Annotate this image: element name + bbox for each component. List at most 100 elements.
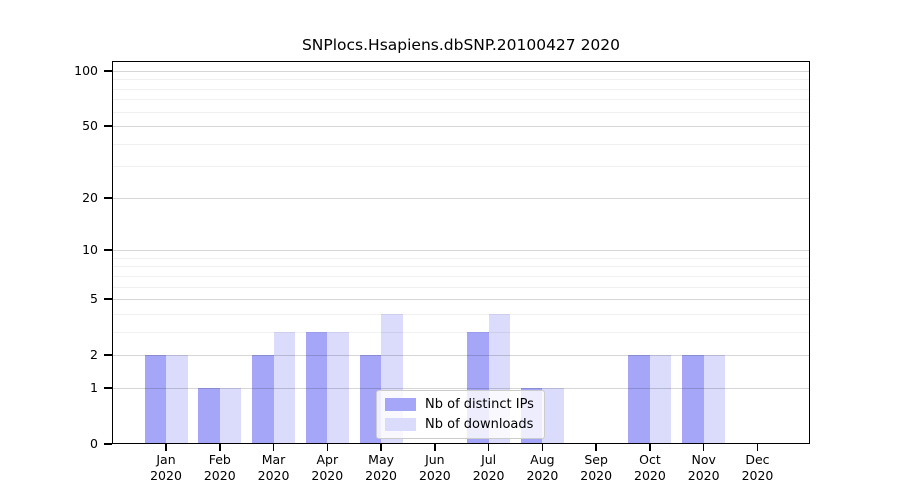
x-tick-apr (326, 444, 329, 451)
x-tick-label-nov: Nov 2020 (672, 452, 736, 484)
bar-downloads-jan (166, 355, 188, 444)
bar-downloads-nov (703, 355, 726, 444)
x-tick-jul (487, 444, 490, 451)
x-tick-label-year: 2020 (365, 468, 397, 483)
plot-area: Nb of distinct IPs Nb of downloads (112, 61, 810, 444)
x-tick-label-year: 2020 (687, 468, 720, 483)
x-tick-label-month: May (368, 452, 394, 467)
x-tick-label-year: 2020 (257, 468, 290, 483)
y-tick-2 (104, 354, 112, 356)
gridline-20 (112, 197, 810, 199)
x-tick-oct (649, 444, 651, 451)
bar-distinct-ips-nov (682, 355, 704, 444)
x-tick-label-month: Dec (745, 452, 770, 467)
x-tick-label-feb: Feb 2020 (188, 452, 252, 484)
bar-distinct-ips-feb (198, 387, 220, 444)
gridline-5 (112, 299, 810, 301)
legend-label-distinct-ips: Nb of distinct IPs (425, 397, 534, 412)
gridline-30 (112, 166, 810, 168)
x-tick-label-may: May 2020 (349, 452, 413, 484)
gridline-90 (112, 79, 810, 81)
x-tick-feb (219, 444, 221, 451)
legend-item-downloads: Nb of downloads (385, 417, 534, 432)
legend: Nb of distinct IPs Nb of downloads (376, 390, 545, 439)
x-tick-label-jun: Jun 2020 (403, 452, 467, 484)
y-tick-50 (104, 125, 112, 127)
x-tick-label-month: Aug (530, 452, 555, 467)
x-tick-mar (272, 444, 275, 451)
gridline-40 (112, 143, 810, 145)
x-tick-label-year: 2020 (418, 468, 451, 483)
x-tick-label-year: 2020 (203, 468, 236, 483)
bar-distinct-ips-apr (305, 331, 328, 444)
gridline-100 (112, 70, 810, 72)
gridline-8 (112, 266, 810, 268)
legend-item-distinct-ips: Nb of distinct IPs (385, 397, 534, 412)
gridline-50 (112, 126, 810, 128)
x-tick-label-year: 2020 (526, 468, 559, 483)
bar-distinct-ips-oct (628, 355, 650, 444)
x-tick-label-year: 2020 (311, 468, 344, 483)
gridline-2 (112, 355, 810, 357)
bar-distinct-ips-jan (144, 355, 166, 444)
y-tick-label-100: 100 (74, 62, 98, 78)
x-tick-label-mar: Mar 2020 (242, 452, 306, 484)
bar-distinct-ips-may (359, 355, 382, 444)
bar-distinct-ips-mar (252, 355, 274, 444)
x-tick-label-month: Apr (316, 452, 339, 467)
gridline-6 (112, 286, 810, 288)
y-tick-label-1: 1 (90, 379, 98, 395)
bar-downloads-feb (219, 387, 242, 444)
y-tick-label-20: 20 (82, 189, 98, 205)
gridline-60 (112, 111, 810, 113)
y-tick-label-0: 0 (90, 436, 98, 451)
bar-downloads-apr (327, 331, 349, 444)
x-tick-label-month: Jan (156, 452, 176, 467)
legend-swatch-distinct-ips (385, 398, 416, 411)
x-tick-label-month: Sep (584, 452, 608, 467)
y-tick-label-2: 2 (90, 347, 98, 363)
gridline-9 (112, 257, 810, 259)
y-tick-1 (104, 387, 112, 389)
y-tick-20 (104, 197, 112, 199)
gridline-80 (112, 88, 810, 90)
x-tick-label-aug: Aug 2020 (510, 452, 574, 484)
x-tick-sep (595, 444, 597, 451)
x-tick-label-year: 2020 (150, 468, 182, 483)
y-tick-100 (104, 70, 112, 72)
x-tick-label-year: 2020 (580, 468, 613, 483)
x-tick-nov (702, 444, 705, 451)
gridline-1 (112, 387, 810, 389)
x-tick-label-oct: Oct 2020 (618, 452, 682, 484)
x-tick-label-jul: Jul 2020 (457, 452, 521, 484)
x-tick-label-month: Oct (639, 452, 661, 467)
x-tick-label-month: Feb (208, 452, 231, 467)
gridline-4 (112, 313, 810, 315)
x-tick-label-dec: Dec 2020 (725, 452, 789, 484)
x-tick-jan (165, 444, 167, 451)
chart-title: SNPlocs.Hsapiens.dbSNP.20100427 2020 (301, 36, 621, 54)
y-tick-5 (104, 298, 112, 300)
x-tick-label-sep: Sep 2020 (564, 452, 628, 484)
gridline-7 (112, 275, 810, 277)
y-tick-0 (104, 443, 112, 445)
x-tick-label-year: 2020 (634, 468, 666, 483)
x-tick-label-jan: Jan 2020 (134, 452, 198, 484)
x-tick-label-month: Jun (425, 452, 445, 467)
legend-label-downloads: Nb of downloads (425, 417, 534, 432)
x-tick-dec (756, 444, 759, 451)
y-tick-label-5: 5 (90, 291, 98, 307)
x-tick-label-year: 2020 (472, 468, 505, 483)
x-tick-jun (434, 444, 436, 451)
gridline-3 (112, 331, 810, 333)
legend-swatch-downloads (385, 418, 416, 431)
x-tick-label-month: Nov (691, 452, 716, 467)
x-tick-label-apr: Apr 2020 (295, 452, 359, 484)
bar-downloads-aug (542, 387, 564, 444)
x-tick-label-month: Mar (261, 452, 286, 467)
bar-downloads-oct (649, 355, 672, 444)
gridline-70 (112, 99, 810, 101)
y-tick-label-10: 10 (82, 242, 98, 258)
gridline-10 (112, 250, 810, 252)
